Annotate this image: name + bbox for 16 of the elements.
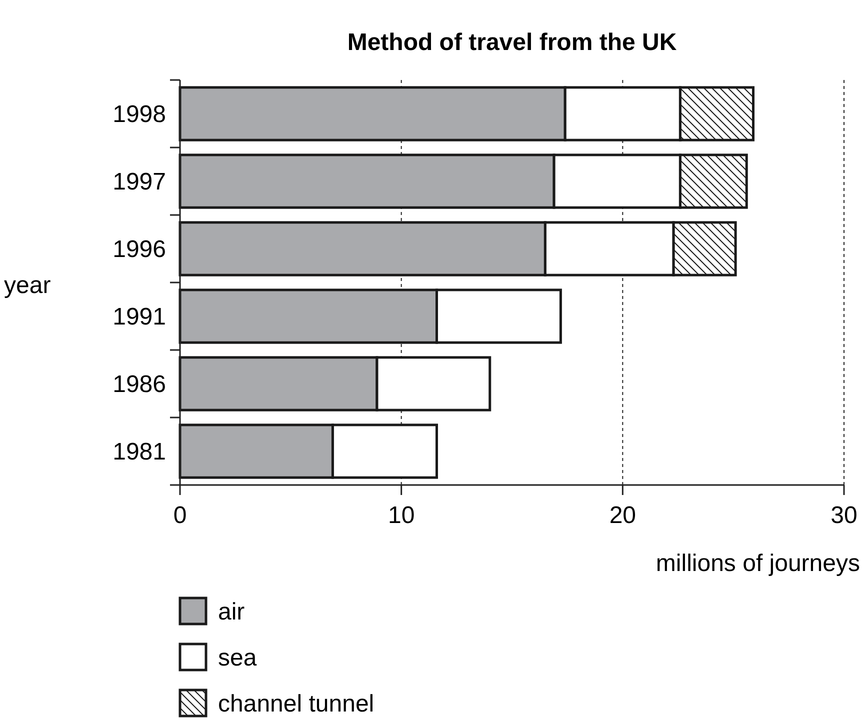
legend-label: sea	[218, 644, 258, 672]
x-tick-label: 0	[173, 502, 187, 529]
chart-title: Method of travel from the UK	[347, 29, 678, 56]
y-tick-label: 1991	[112, 304, 166, 331]
legend-label: channel tunnel	[218, 690, 374, 718]
x-tick-label: 10	[388, 502, 415, 529]
x-axis-title: millions of journeys	[656, 550, 860, 577]
y-tick-label: 1986	[112, 371, 166, 398]
x-tick-label: 20	[609, 502, 636, 529]
y-axis-title: year	[4, 272, 51, 299]
y-tick-label: 1997	[112, 168, 166, 196]
y-tick-label: 1998	[112, 101, 166, 128]
x-tick-label: 30	[830, 502, 858, 529]
legend-label: air	[218, 598, 245, 626]
y-tick-label: 1981	[112, 438, 166, 466]
y-tick-label: 1996	[112, 236, 166, 264]
